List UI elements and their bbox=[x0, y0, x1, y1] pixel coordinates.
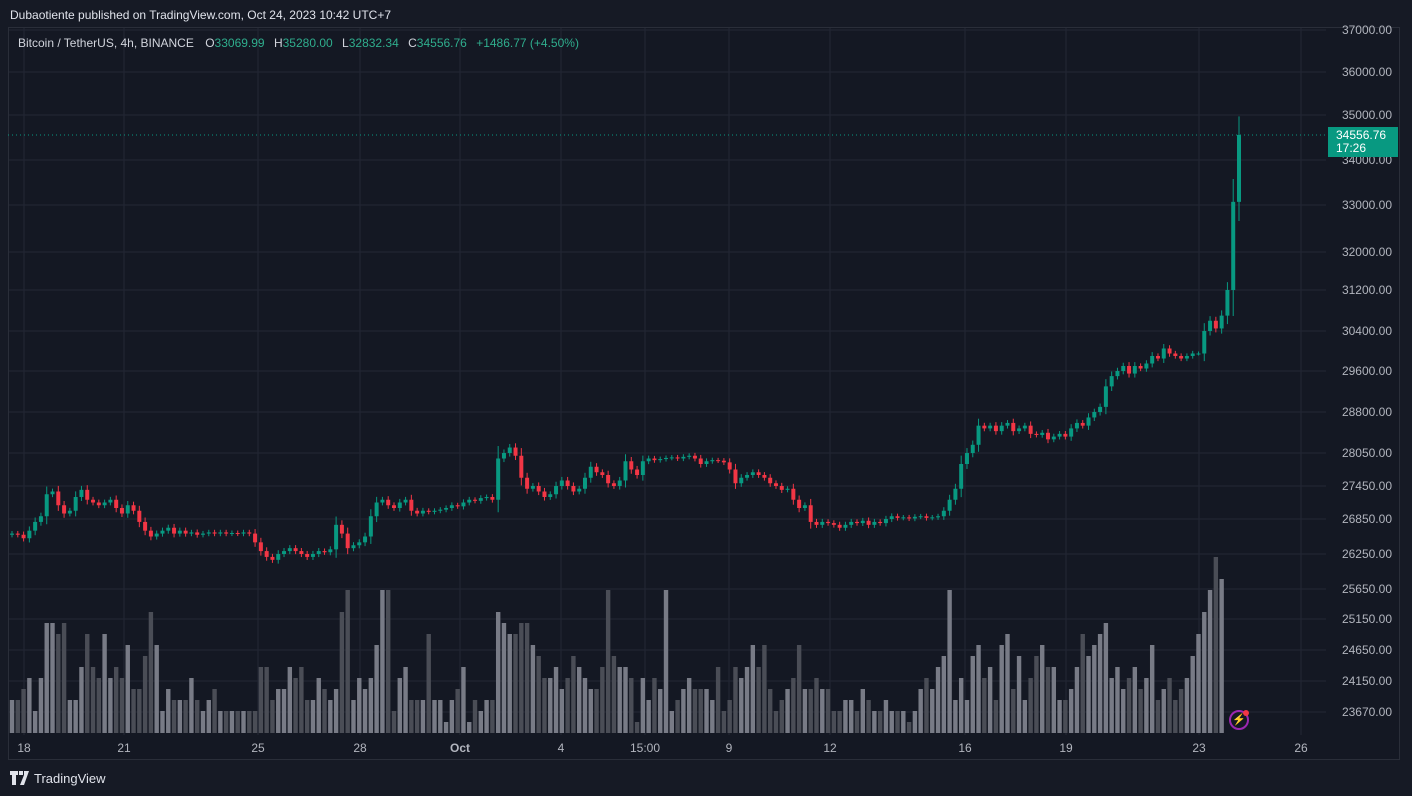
bar-countdown: 17:26 bbox=[1336, 141, 1367, 155]
symbol-legend[interactable]: Bitcoin / TetherUS, 4h, BINANCE O33069.9… bbox=[18, 36, 579, 50]
high-value: 35280.00 bbox=[282, 36, 333, 50]
notification-dot bbox=[1243, 710, 1249, 716]
low-label: L bbox=[342, 36, 349, 50]
open-value: 33069.99 bbox=[214, 36, 265, 50]
close-label: C bbox=[408, 36, 417, 50]
change-value: +1486.77 (+4.50%) bbox=[476, 36, 579, 50]
tradingview-brand[interactable]: TradingView bbox=[34, 771, 106, 786]
publish-bar: Dubaotiente published on TradingView.com… bbox=[0, 0, 1412, 28]
high-label: H bbox=[273, 36, 283, 50]
last-price-value: 34556.76 bbox=[1336, 128, 1387, 142]
low-value: 32832.34 bbox=[348, 36, 399, 50]
symbol-title[interactable]: Bitcoin / TetherUS, 4h, BINANCE bbox=[18, 36, 194, 50]
footer bbox=[0, 762, 1412, 796]
tradingview-logo-icon[interactable] bbox=[10, 771, 30, 785]
chart-frame[interactable] bbox=[8, 27, 1400, 760]
bolt-icon[interactable]: ⚡ bbox=[1229, 710, 1249, 730]
published-text: Dubaotiente published on TradingView.com… bbox=[10, 8, 392, 22]
open-label: O bbox=[205, 36, 215, 50]
close-value: 34556.76 bbox=[416, 36, 467, 50]
last-price-label: 34556.76 17:26 bbox=[1328, 127, 1398, 157]
